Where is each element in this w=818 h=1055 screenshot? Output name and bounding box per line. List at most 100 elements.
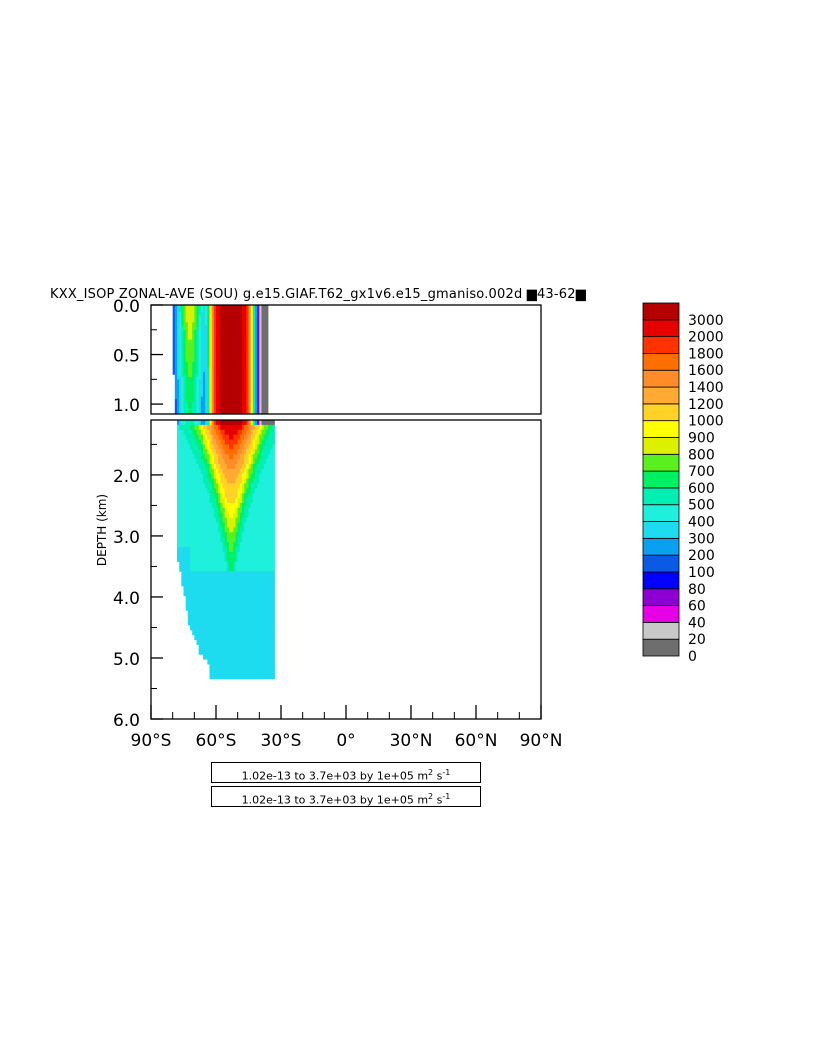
heatmap-cell: [192, 449, 195, 455]
heatmap-cell: [237, 312, 241, 316]
heatmap-cell: [239, 349, 243, 353]
heatmap-cell: [272, 439, 275, 445]
heatmap-cell: [265, 625, 269, 631]
heatmap-cell: [233, 386, 236, 390]
heatmap-cell: [250, 344, 254, 348]
heatmap-cell: [252, 649, 256, 655]
heatmap-cell: [216, 478, 219, 484]
heatmap-cell: [244, 307, 247, 311]
heatmap-cell: [246, 406, 249, 410]
heatmap-cell: [218, 394, 221, 398]
heatmap-cell: [207, 659, 210, 665]
heatmap-cell: [224, 439, 228, 445]
heatmap-cell: [177, 424, 180, 431]
heatmap-cell: [237, 502, 241, 509]
heatmap-cell: [203, 381, 206, 385]
heatmap-cell: [231, 551, 234, 558]
heatmap-cell: [200, 585, 204, 592]
heatmap-cell: [229, 424, 232, 431]
heatmap-cell: [218, 556, 221, 562]
heatmap-cell: [179, 389, 182, 393]
heatmap-cell: [213, 522, 217, 528]
heatmap-cell: [196, 404, 200, 407]
heatmap-cell: [259, 381, 262, 385]
heatmap-cell: [190, 359, 193, 363]
heatmap-cell: [263, 394, 267, 398]
heatmap-cell: [265, 590, 269, 597]
heatmap-cell: [196, 354, 200, 358]
heatmap-cell: [190, 344, 193, 348]
heatmap-cell: [244, 507, 247, 514]
heatmap-cell: [242, 342, 245, 346]
heatmap-cell: [229, 420, 232, 426]
heatmap-cell: [192, 324, 195, 328]
heatmap-cell: [216, 334, 219, 338]
heatmap-cell: [263, 449, 267, 455]
heatmap-cell: [272, 459, 275, 465]
heatmap-cell: [211, 439, 215, 445]
heatmap-cell: [187, 537, 191, 543]
heatmap-cell: [196, 394, 200, 398]
heatmap-cell: [257, 406, 260, 410]
heatmap-cell: [233, 654, 236, 660]
heatmap-cell: [209, 522, 213, 528]
heatmap-cell: [231, 339, 234, 343]
heatmap-cell: [237, 386, 241, 390]
heatmap-cell: [222, 319, 226, 323]
heatmap-cell: [194, 502, 197, 509]
heatmap-cell: [261, 532, 265, 538]
heatmap-cell: [194, 629, 197, 636]
heatmap-cell: [261, 420, 265, 426]
heatmap-cell: [237, 556, 241, 562]
heatmap-cell: [209, 649, 213, 655]
heatmap-cell: [263, 339, 267, 343]
heatmap-cell: [185, 384, 189, 388]
heatmap-cell: [263, 334, 267, 338]
heatmap-cell: [246, 354, 249, 358]
heatmap-cell: [229, 483, 232, 489]
heatmap-cell: [190, 527, 193, 533]
heatmap-cell: [224, 347, 228, 350]
heatmap-cell: [270, 649, 273, 655]
heatmap-cell: [222, 537, 226, 543]
heatmap-cell: [211, 483, 215, 489]
heatmap-cell: [250, 561, 254, 567]
heatmap-cell: [237, 364, 241, 368]
heatmap-cell: [235, 314, 239, 318]
heatmap-cell: [242, 424, 245, 431]
heatmap-cell: [248, 478, 252, 484]
heatmap-cell: [250, 493, 254, 499]
heatmap-cell: [174, 361, 178, 365]
heatmap-cell: [198, 625, 202, 631]
heatmap-cell: [255, 381, 258, 385]
heatmap-cell: [198, 634, 202, 641]
heatmap-cell: [233, 488, 236, 494]
heatmap-cell: [242, 381, 245, 385]
heatmap-cell: [222, 615, 226, 621]
heatmap-cell: [231, 332, 234, 336]
heatmap-cell: [181, 384, 184, 388]
heatmap-cell: [205, 386, 208, 390]
heatmap-cell: [209, 673, 213, 680]
x-axis: 90°S 60°S 30°S 0° 30°N 60°N 90°N: [131, 705, 562, 751]
heatmap-cell: [207, 394, 210, 398]
heatmap-cell: [252, 468, 256, 475]
heatmap-cell: [218, 429, 221, 436]
heatmap-cell: [183, 483, 187, 489]
heatmap-cell: [268, 532, 271, 538]
heatmap-cell: [250, 659, 254, 665]
heatmap-cell: [229, 463, 232, 470]
heatmap-cell: [237, 507, 241, 514]
heatmap-cell: [242, 357, 245, 360]
heatmap-cell: [218, 473, 221, 479]
heatmap-cell: [255, 429, 258, 436]
heatmap-cell: [179, 342, 182, 346]
heatmap-cell: [179, 399, 182, 403]
heatmap-cell: [231, 319, 234, 323]
heatmap-cell: [248, 327, 252, 331]
heatmap-cell: [222, 444, 226, 450]
heatmap-cell: [174, 401, 178, 405]
heatmap-cell: [213, 394, 217, 398]
heatmap-cell: [224, 354, 228, 358]
heatmap-cell: [185, 411, 189, 415]
